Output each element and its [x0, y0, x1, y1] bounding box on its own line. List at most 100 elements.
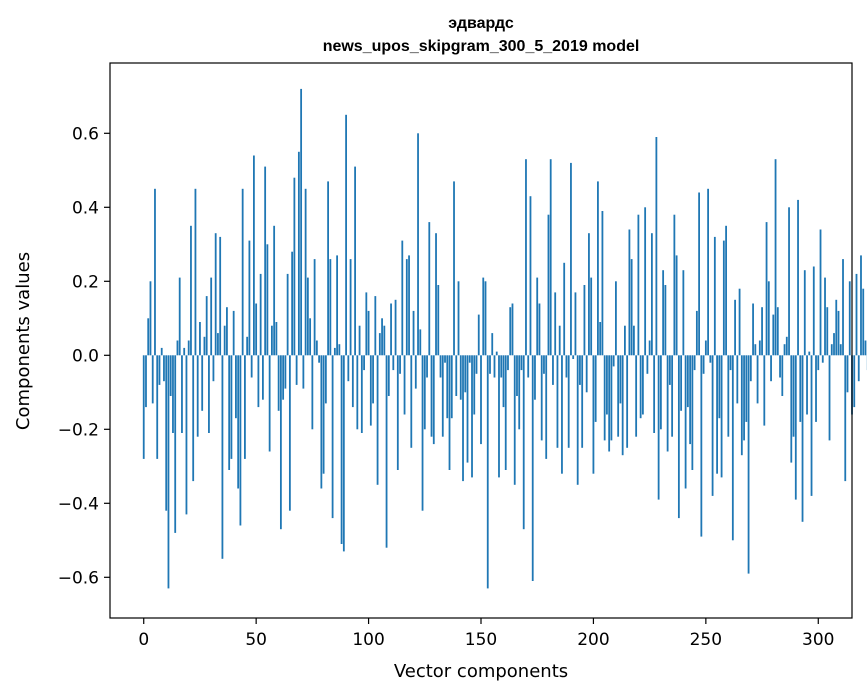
bar [160, 347, 163, 356]
bar [199, 322, 201, 356]
y-tick-label: 0.6 [72, 124, 99, 144]
bar [489, 355, 491, 374]
bar [727, 355, 730, 437]
bar [682, 270, 685, 356]
bar [226, 307, 228, 356]
bar [664, 285, 667, 356]
bar [716, 355, 718, 474]
bar [601, 211, 604, 356]
bar [439, 355, 442, 378]
bar [410, 355, 413, 448]
bar [394, 299, 397, 356]
bar [594, 355, 597, 422]
bar [288, 355, 291, 511]
bar [223, 325, 226, 356]
bar [484, 281, 487, 356]
chart-subtitle: news_upos_skipgram_300_5_2019 model [323, 38, 640, 55]
bar [848, 281, 851, 356]
bar [435, 233, 437, 356]
bar [783, 344, 786, 356]
bar [178, 277, 181, 356]
bar [702, 355, 705, 374]
bar [543, 355, 545, 374]
bar [360, 355, 363, 433]
bar [221, 355, 224, 559]
bar [313, 259, 316, 356]
bar [579, 355, 581, 385]
bar [266, 244, 269, 356]
bar [518, 355, 521, 430]
bar [833, 333, 835, 356]
bar [599, 322, 602, 356]
bar [657, 355, 660, 500]
bar [374, 296, 377, 356]
bar [437, 285, 440, 356]
bar [237, 355, 240, 489]
x-tick-label: 0 [138, 630, 149, 650]
bar [799, 355, 802, 422]
bar [509, 307, 512, 356]
bar [417, 133, 419, 356]
bar [671, 355, 674, 437]
bar [345, 114, 347, 356]
bar [853, 355, 856, 408]
bar [747, 355, 750, 574]
bar [525, 159, 527, 356]
bar [781, 355, 784, 396]
x-tick-label: 250 [690, 630, 722, 650]
bar [423, 355, 426, 430]
bar [534, 355, 536, 400]
bar [414, 355, 417, 389]
bar [830, 344, 833, 356]
bar-series [142, 88, 867, 589]
bar [262, 355, 264, 400]
bar [149, 281, 152, 356]
bar [608, 355, 611, 452]
bar [385, 355, 388, 548]
bar [684, 355, 687, 489]
bar [201, 355, 204, 411]
bar [583, 285, 586, 356]
bar [257, 355, 260, 408]
bar [633, 325, 635, 356]
bar [491, 333, 494, 356]
bar [304, 188, 307, 356]
bar [421, 355, 424, 511]
bar [426, 355, 428, 378]
chart-title: эдвардс [448, 15, 514, 32]
x-axis-label: Vector components [394, 661, 568, 682]
bar [284, 355, 287, 389]
bar [392, 355, 395, 371]
bar [291, 251, 294, 356]
bar [165, 355, 168, 511]
bar [163, 355, 165, 382]
bar [311, 355, 314, 430]
bar [396, 355, 399, 470]
bar [662, 270, 665, 356]
bar [606, 355, 608, 415]
bar [255, 303, 258, 356]
bar [722, 240, 725, 356]
bar [453, 181, 455, 356]
bar [145, 355, 147, 408]
bar [297, 151, 300, 356]
bar [158, 355, 161, 385]
bar [590, 277, 593, 356]
bar [513, 355, 516, 485]
bar [565, 355, 568, 378]
bar [446, 355, 449, 419]
bar [187, 340, 190, 356]
bar [844, 355, 847, 482]
bar [235, 355, 237, 419]
bar [286, 273, 289, 356]
bar [378, 333, 381, 356]
bar [205, 296, 208, 356]
bar [498, 355, 500, 478]
bar [322, 355, 325, 474]
bar [549, 159, 552, 356]
bar [826, 307, 829, 356]
x-tick-label: 200 [577, 630, 609, 650]
bar [561, 355, 563, 474]
y-axis-ticks: −0.6 −0.4 −0.2 0.0 0.2 0.4 0.6 [58, 124, 110, 588]
bar [520, 355, 523, 371]
